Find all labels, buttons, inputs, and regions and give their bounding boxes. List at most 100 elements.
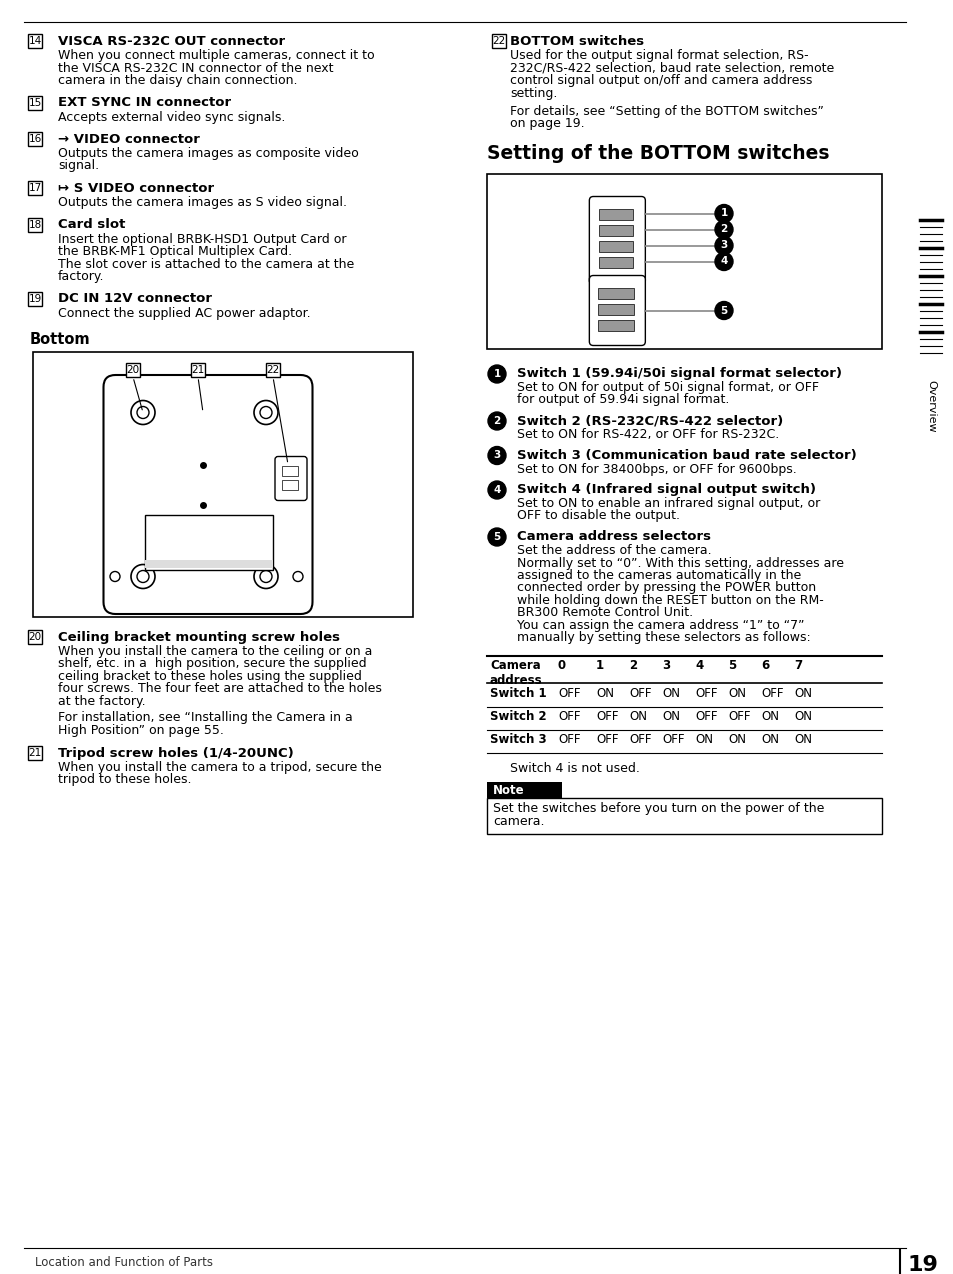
FancyBboxPatch shape — [589, 196, 644, 284]
Text: the BRBK-MF1 Optical Multiplex Card.: the BRBK-MF1 Optical Multiplex Card. — [58, 245, 292, 259]
Text: Switch 1: Switch 1 — [490, 687, 546, 699]
Bar — [486, 782, 561, 798]
Text: ON: ON — [727, 687, 745, 699]
Text: Set the address of the camera.: Set the address of the camera. — [517, 544, 711, 557]
Text: Set to ON for 38400bps, or OFF for 9600bps.: Set to ON for 38400bps, or OFF for 9600b… — [517, 462, 796, 475]
Bar — [28, 34, 42, 48]
Bar — [598, 288, 634, 298]
Bar — [28, 181, 42, 195]
Text: connected order by pressing the POWER button: connected order by pressing the POWER bu… — [517, 581, 815, 595]
Text: 21: 21 — [192, 364, 204, 375]
Text: camera in the daisy chain connection.: camera in the daisy chain connection. — [58, 74, 297, 87]
Text: ON: ON — [628, 710, 646, 724]
Text: 5: 5 — [727, 659, 736, 671]
Text: Switch 2: Switch 2 — [490, 710, 546, 724]
Text: BR300 Remote Control Unit.: BR300 Remote Control Unit. — [517, 606, 693, 619]
Text: The slot cover is attached to the camera at the: The slot cover is attached to the camera… — [58, 257, 354, 270]
Text: 17: 17 — [29, 183, 42, 192]
Bar — [598, 256, 633, 268]
Bar — [598, 320, 634, 330]
Bar — [492, 34, 505, 48]
Text: Switch 3: Switch 3 — [490, 733, 546, 747]
Text: ON: ON — [695, 733, 712, 747]
Bar — [598, 303, 634, 315]
Circle shape — [714, 302, 732, 320]
Text: OFF: OFF — [727, 710, 750, 724]
Text: Set to ON for RS-422, or OFF for RS-232C.: Set to ON for RS-422, or OFF for RS-232C… — [517, 428, 779, 441]
Text: 2: 2 — [720, 224, 727, 234]
Text: Set to ON for output of 50i signal format, or OFF: Set to ON for output of 50i signal forma… — [517, 381, 818, 394]
Text: 18: 18 — [29, 219, 42, 229]
Circle shape — [488, 446, 505, 465]
Text: 4: 4 — [695, 659, 702, 671]
Circle shape — [260, 406, 272, 418]
Bar — [598, 209, 633, 219]
Text: ceiling bracket to these holes using the supplied: ceiling bracket to these holes using the… — [58, 670, 361, 683]
Circle shape — [714, 237, 732, 255]
Text: ON: ON — [596, 687, 614, 699]
Bar — [598, 241, 633, 251]
Text: OFF: OFF — [558, 687, 579, 699]
Circle shape — [714, 220, 732, 238]
Text: 16: 16 — [29, 134, 42, 144]
Text: 0: 0 — [558, 659, 565, 671]
Text: OFF to disable the output.: OFF to disable the output. — [517, 510, 679, 522]
Circle shape — [137, 571, 149, 582]
Text: 21: 21 — [29, 748, 42, 758]
Text: Location and Function of Parts: Location and Function of Parts — [35, 1255, 213, 1269]
Text: Accepts external video sync signals.: Accepts external video sync signals. — [58, 111, 285, 124]
Circle shape — [253, 564, 277, 589]
Text: Ceiling bracket mounting screw holes: Ceiling bracket mounting screw holes — [58, 631, 339, 643]
Text: Switch 1 (59.94i/50i signal format selector): Switch 1 (59.94i/50i signal format selec… — [517, 367, 841, 380]
Circle shape — [131, 564, 154, 589]
Text: at the factory.: at the factory. — [58, 696, 146, 708]
Text: ON: ON — [727, 733, 745, 747]
Circle shape — [253, 400, 277, 424]
Text: Insert the optional BRBK-HSD1 Output Card or: Insert the optional BRBK-HSD1 Output Car… — [58, 232, 346, 246]
Bar — [282, 479, 297, 489]
Text: OFF: OFF — [558, 710, 579, 724]
Bar — [28, 631, 42, 643]
Circle shape — [110, 572, 120, 581]
Text: ON: ON — [760, 710, 779, 724]
Text: OFF: OFF — [596, 733, 618, 747]
Text: Outputs the camera images as composite video: Outputs the camera images as composite v… — [58, 147, 358, 161]
Text: OFF: OFF — [695, 710, 717, 724]
Text: 15: 15 — [29, 98, 42, 107]
Text: 22: 22 — [492, 36, 505, 46]
Text: assigned to the cameras automatically in the: assigned to the cameras automatically in… — [517, 569, 801, 582]
Circle shape — [488, 364, 505, 383]
Text: Card slot: Card slot — [58, 219, 125, 232]
Text: 232C/RS-422 selection, baud rate selection, remote: 232C/RS-422 selection, baud rate selecti… — [510, 61, 833, 74]
Bar — [28, 218, 42, 232]
Text: When you install the camera to a tripod, secure the: When you install the camera to a tripod,… — [58, 761, 381, 773]
Text: OFF: OFF — [628, 733, 651, 747]
Text: EXT SYNC IN connector: EXT SYNC IN connector — [58, 97, 231, 110]
Text: VISCA RS-232C OUT connector: VISCA RS-232C OUT connector — [58, 34, 285, 48]
Text: OFF: OFF — [558, 733, 579, 747]
Text: 4: 4 — [493, 485, 500, 496]
Bar — [33, 352, 413, 617]
Text: 2: 2 — [493, 417, 500, 426]
Text: 3: 3 — [661, 659, 669, 671]
Circle shape — [488, 412, 505, 431]
Text: tripod to these holes.: tripod to these holes. — [58, 773, 192, 786]
Text: ON: ON — [793, 710, 811, 724]
Text: 19: 19 — [29, 293, 42, 303]
Circle shape — [260, 571, 272, 582]
Text: Set the switches before you turn on the power of the: Set the switches before you turn on the … — [493, 803, 823, 815]
FancyBboxPatch shape — [274, 456, 307, 501]
Text: 1: 1 — [720, 209, 727, 219]
Circle shape — [131, 400, 154, 424]
Text: Bottom: Bottom — [30, 333, 91, 347]
Text: When you install the camera to the ceiling or on a: When you install the camera to the ceili… — [58, 645, 372, 657]
Text: signal.: signal. — [58, 159, 99, 172]
Bar — [28, 745, 42, 759]
Text: ON: ON — [793, 733, 811, 747]
Text: camera.: camera. — [493, 815, 544, 828]
Text: When you connect multiple cameras, connect it to: When you connect multiple cameras, conne… — [58, 48, 375, 62]
Text: Switch 4 (Infrared signal output switch): Switch 4 (Infrared signal output switch) — [517, 483, 815, 496]
Text: 1: 1 — [493, 369, 500, 378]
Bar — [191, 363, 205, 377]
Text: → VIDEO connector: → VIDEO connector — [58, 132, 200, 147]
